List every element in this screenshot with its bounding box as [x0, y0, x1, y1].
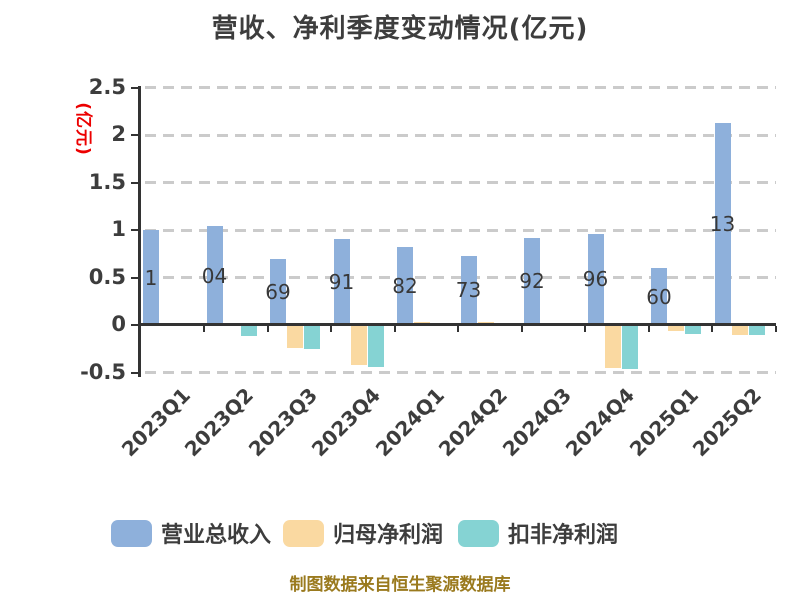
gridline-1.5: [145, 181, 776, 184]
x-tick-mark: [647, 326, 650, 332]
y-tick-mark: [131, 371, 138, 374]
data-source-note: 制图数据来自恒生聚源数据库: [289, 575, 511, 595]
bar-total-revenue-2023Q3: [270, 259, 286, 325]
x-tick-mark: [457, 326, 459, 332]
y-tick-label: 2.5: [88, 74, 126, 99]
bar-value-label: 91: [328, 269, 355, 294]
gridline--0.5: [145, 371, 776, 374]
x-tick-mark: [711, 326, 713, 332]
plot-area: 2.5 2 1.5 1 0.5 0 -0.5 1 04 69 91 82 73 92 96 60 13 2023Q…: [80, 74, 777, 461]
bar-total-revenue-2024Q3: [524, 237, 540, 325]
bar-value-label: 04: [201, 263, 228, 288]
legend-label-total-revenue: 营业总收入: [161, 523, 272, 548]
legend-item-non-gaap-net-profit: 扣非净利润: [458, 517, 618, 549]
gridline-2: [145, 133, 776, 137]
bar-value-label: 13: [709, 211, 736, 236]
bar-net-profit-attributable-2025Q2: [731, 325, 748, 335]
bar-total-revenue-2023Q4: [333, 238, 350, 325]
gridline-1: [145, 228, 776, 232]
x-tick-mark: [520, 326, 523, 332]
y-tick-mark: [131, 86, 138, 89]
y-tick-label: 0: [111, 312, 126, 336]
bar-non-gaap-net-profit-2024Q4: [621, 325, 638, 369]
bar-total-revenue-2024Q4: [587, 233, 604, 325]
bar-net-profit-attributable-2025Q1: [668, 325, 684, 331]
bar-value-label: 1: [144, 265, 158, 290]
y-tick-mark: [131, 276, 138, 279]
bar-non-gaap-net-profit-2025Q2: [748, 325, 765, 336]
gridline-2.5: [145, 86, 776, 89]
bar-non-gaap-net-profit-2023Q2: [240, 325, 257, 337]
y-tick-label: -0.5: [80, 359, 126, 384]
bar-non-gaap-net-profit-2023Q4: [367, 325, 384, 367]
x-tick-mark: [393, 326, 396, 332]
bar-value-label: 73: [455, 278, 482, 303]
bar-value-label: 82: [392, 274, 418, 299]
y-axis-line: [138, 86, 141, 377]
legend-swatch-total-revenue: [111, 519, 152, 547]
bar-net-profit-attributable-2024Q4: [604, 325, 621, 368]
x-tick-mark: [266, 326, 269, 332]
bar-total-revenue-2024Q2: [460, 255, 477, 325]
bar-value-label: 60: [646, 284, 672, 309]
y-tick-mark: [131, 324, 138, 326]
chart-title: 营收、净利季度变动情况(亿元): [211, 14, 589, 44]
bar-value-label: 96: [582, 267, 609, 292]
bar-net-profit-attributable-2023Q4: [350, 325, 367, 365]
bar-non-gaap-net-profit-2025Q1: [685, 325, 701, 334]
y-tick-label: 0.5: [88, 264, 126, 289]
x-tick-mark: [774, 326, 777, 332]
bar-total-revenue-2024Q1: [397, 247, 413, 325]
legend-label-net-profit-attributable: 归母净利润: [333, 523, 444, 548]
legend-swatch-net-profit-attributable: [283, 519, 324, 547]
y-tick-label: 2: [111, 122, 126, 146]
legend-swatch-non-gaap-net-profit: [458, 519, 499, 547]
bar-total-revenue-2023Q1: [143, 230, 159, 325]
bar-non-gaap-net-profit-2023Q3: [304, 325, 320, 349]
x-tick-mark: [203, 326, 205, 332]
x-tick-mark: [584, 326, 586, 332]
bar-total-revenue-2023Q2: [206, 226, 223, 325]
x-axis-zero-line: [138, 323, 776, 326]
bar-total-revenue-2025Q2: [714, 122, 731, 325]
bar-net-profit-attributable-2023Q3: [287, 325, 303, 348]
legend-item-net-profit-attributable: 归母净利润: [283, 517, 443, 549]
x-tick-mark: [330, 326, 332, 332]
y-tick-mark: [131, 229, 138, 231]
y-tick-label: 1.5: [88, 169, 126, 194]
legend-item-total-revenue: 营业总收入: [111, 517, 271, 549]
y-tick-mark: [131, 181, 138, 184]
legend-label-non-gaap-net-profit: 扣非净利润: [508, 523, 619, 548]
y-tick-label: 1: [111, 217, 126, 241]
bar-value-label: 69: [265, 280, 291, 305]
y-tick-mark: [131, 134, 138, 136]
bar-value-label: 92: [519, 269, 545, 294]
bar-total-revenue-2025Q1: [651, 268, 667, 325]
